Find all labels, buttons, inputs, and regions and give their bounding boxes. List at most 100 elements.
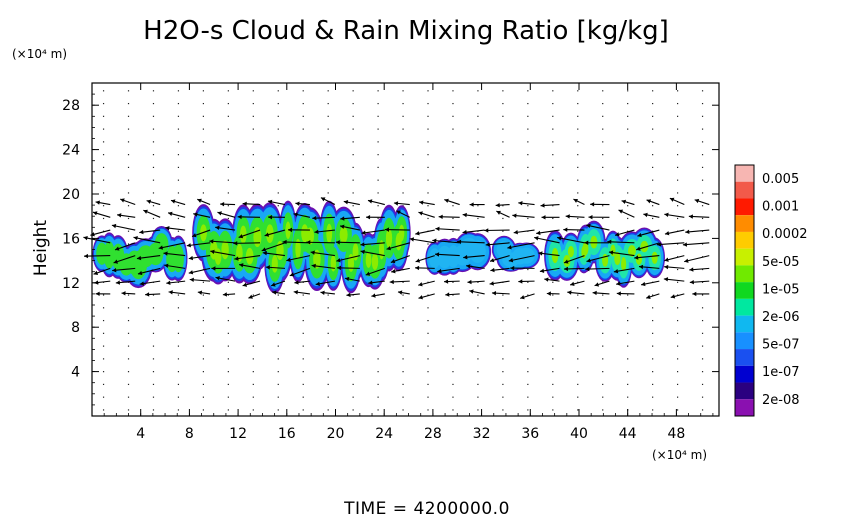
- grid-dot: [627, 396, 629, 398]
- grid-dot: [102, 230, 105, 232]
- grid-dot: [377, 90, 379, 92]
- wind-arrow: [584, 240, 610, 245]
- grid-dot: [652, 409, 654, 411]
- wind-arrow: [664, 255, 685, 262]
- grid-dot: [701, 307, 704, 309]
- grid-dot: [227, 90, 229, 92]
- grid-dot: [652, 396, 654, 398]
- grid-dot: [252, 102, 254, 105]
- grid-dot: [302, 409, 304, 411]
- grid-dot: [377, 102, 379, 105]
- wind-arrow: [336, 255, 360, 263]
- grid-dot: [477, 192, 479, 194]
- grid-dot: [477, 102, 479, 105]
- grid-dot: [177, 154, 180, 156]
- grid-dot: [527, 396, 529, 398]
- grid-dot: [477, 205, 479, 207]
- cloud-blob: [172, 244, 184, 273]
- grid-dot: [676, 243, 679, 245]
- cloud-field: [92, 200, 665, 294]
- grid-dot: [552, 192, 554, 194]
- cloud-blob: [365, 251, 372, 268]
- wind-arrow: [262, 251, 286, 257]
- grid-dot: [302, 396, 304, 398]
- grid-dot: [676, 319, 679, 322]
- wind-arrow: [311, 263, 335, 269]
- wind-arrow: [541, 215, 560, 220]
- grid-dot: [277, 154, 279, 156]
- grid-dot: [227, 192, 229, 194]
- wind-arrow: [133, 235, 161, 244]
- wind-arrow: [573, 198, 585, 206]
- wind-arrow: [117, 213, 136, 218]
- grid-dot: [177, 409, 180, 411]
- cloud-blob: [614, 251, 621, 266]
- grid-dot: [352, 371, 354, 373]
- grid-dot: [701, 90, 704, 92]
- grid-dot: [577, 332, 579, 334]
- grid-dot: [502, 230, 504, 232]
- grid-dot: [102, 396, 105, 398]
- grid-dot: [102, 409, 105, 411]
- wind-arrow: [432, 238, 460, 244]
- grid-dot: [502, 115, 504, 117]
- wind-arrow: [462, 212, 485, 218]
- wind-arrow: [165, 225, 186, 231]
- grid-dot: [352, 345, 354, 347]
- grid-dot: [477, 294, 479, 296]
- grid-dot: [452, 345, 454, 347]
- grid-dot: [652, 154, 654, 156]
- grid-dot: [252, 396, 254, 398]
- grid-dot: [402, 102, 404, 105]
- grid-dot: [327, 307, 329, 309]
- x-axis: 4 8 12 16 20 24 28 32 36 40 44 48: [103, 83, 714, 442]
- wind-arrow: [197, 198, 211, 206]
- wind-arrow: [694, 198, 710, 206]
- grid-dot: [552, 358, 554, 360]
- wind-arrow: [689, 267, 710, 272]
- wind-arrow: [272, 290, 286, 295]
- grid-dot: [352, 409, 354, 411]
- wind-arrow: [320, 197, 336, 206]
- cloud-blob: [313, 249, 321, 269]
- x-tick-label: 28: [424, 426, 442, 442]
- grid-dot: [602, 115, 604, 117]
- grid-dot: [527, 154, 529, 156]
- colorbar-swatch: [735, 181, 754, 199]
- grid-dot: [452, 358, 454, 360]
- grid-dot: [577, 230, 579, 232]
- grid-dot: [377, 307, 379, 309]
- grid-dot: [227, 141, 229, 143]
- grid-dot: [701, 409, 704, 411]
- grid-dot: [577, 383, 579, 386]
- grid-dot: [227, 166, 229, 169]
- grid-dot: [352, 90, 354, 92]
- wind-arrow: [312, 215, 335, 221]
- wind-arrow: [396, 210, 411, 218]
- wind-arrow: [121, 291, 136, 296]
- grid-dot: [427, 217, 429, 220]
- colorbar-swatch: [735, 198, 754, 216]
- grid-dot: [177, 396, 180, 398]
- wind-arrow: [220, 201, 236, 207]
- grid-dot: [502, 345, 504, 347]
- grid-dot: [502, 166, 504, 169]
- wind-arrow: [495, 202, 510, 208]
- grid-dot: [377, 371, 379, 373]
- grid-dot: [577, 90, 579, 92]
- x-tick-label: 24: [375, 426, 393, 442]
- cloud-blob: [469, 240, 486, 264]
- colorbar-label: 5e-05: [762, 255, 800, 270]
- wind-arrow: [166, 280, 186, 285]
- grid-dot: [152, 90, 155, 92]
- grid-dot: [277, 358, 279, 360]
- wind-arrow: [688, 214, 710, 219]
- grid-dot: [402, 166, 404, 169]
- grid-dot: [402, 409, 404, 411]
- grid-dot: [701, 294, 704, 296]
- grid-dot: [102, 141, 105, 143]
- grid-dot: [602, 205, 604, 207]
- wind-arrow: [238, 229, 261, 239]
- colorbar-label: 5e-07: [762, 338, 800, 353]
